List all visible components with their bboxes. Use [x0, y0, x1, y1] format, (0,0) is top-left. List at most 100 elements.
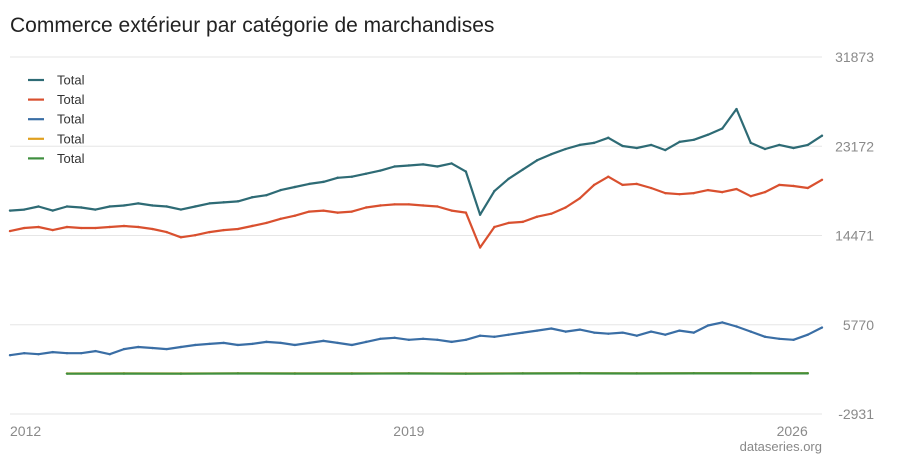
data-point: [792, 146, 795, 150]
data-point: [265, 193, 268, 197]
data-point: [763, 147, 767, 151]
data-point: [293, 214, 297, 217]
data-point: [806, 333, 809, 336]
data-point: [621, 183, 624, 187]
data-point: [521, 220, 525, 224]
data-point: [137, 202, 140, 205]
legend-item: Total: [28, 73, 85, 88]
data-point: [51, 350, 54, 354]
data-point: [293, 343, 297, 347]
data-point: [749, 330, 752, 333]
data-point: [806, 186, 809, 190]
data-point: [137, 225, 140, 229]
legend-label: Total: [57, 92, 85, 107]
data-point: [792, 184, 795, 188]
data-point: [778, 183, 781, 187]
data-point: [336, 176, 339, 179]
data-point: [678, 140, 681, 144]
data-point: [550, 212, 553, 215]
data-point: [735, 325, 738, 328]
data-point: [336, 341, 339, 345]
data-point: [279, 341, 282, 345]
legend-item: Total: [28, 92, 85, 107]
legend-item: Total: [28, 112, 85, 127]
data-point: [37, 352, 40, 356]
data-point: [578, 372, 582, 375]
data-point: [51, 228, 54, 232]
data-point: [236, 343, 240, 347]
x-tick-label: 2012: [10, 423, 41, 439]
data-point: [478, 334, 482, 337]
data-point: [108, 352, 111, 356]
data-point: [678, 329, 681, 332]
data-point: [464, 211, 468, 214]
data-point: [222, 228, 225, 232]
data-point: [293, 372, 297, 375]
chart-title: Commerce extérieur par catégorie de marc…: [10, 14, 495, 37]
data-point: [578, 197, 582, 200]
data-point: [706, 133, 710, 136]
data-point: [778, 337, 781, 341]
data-point: [250, 224, 254, 228]
data-point: [65, 225, 69, 229]
data-point: [8, 229, 12, 233]
data-point: [564, 330, 567, 333]
data-point: [336, 211, 339, 214]
data-point: [692, 331, 695, 334]
data-point: [464, 372, 468, 375]
y-tick-label: 5770: [843, 317, 874, 333]
data-point: [621, 144, 624, 148]
data-point: [464, 338, 468, 342]
y-tick-label: 23172: [835, 138, 874, 154]
legend-label: Total: [57, 112, 85, 127]
data-point: [80, 351, 83, 355]
data-point: [649, 330, 653, 333]
data-point: [607, 175, 610, 178]
data-point: [507, 333, 510, 336]
y-axis-ticks: 31873 23172 14471 5770 -2931: [835, 49, 874, 422]
data-point: [450, 209, 453, 212]
data-point: [607, 332, 610, 335]
data-point: [578, 143, 582, 147]
data-point: [749, 372, 752, 375]
data-point: [664, 333, 667, 336]
data-point: [293, 185, 297, 189]
data-point: [550, 152, 553, 156]
data-point: [94, 349, 97, 353]
data-point: [735, 187, 738, 191]
data-point: [350, 372, 354, 375]
data-point: [778, 143, 781, 147]
data-point: [23, 208, 26, 211]
data-point: [151, 346, 154, 350]
data-point: [23, 226, 26, 230]
data-point: [806, 143, 809, 147]
data-point: [493, 335, 496, 338]
data-point: [550, 327, 553, 330]
data-point: [122, 347, 126, 351]
data-point: [820, 134, 824, 137]
data-point: [379, 204, 382, 207]
data-point: [265, 340, 268, 344]
data-point: [350, 343, 354, 347]
data-point: [535, 159, 539, 162]
legend: Total Total Total Total Total: [28, 73, 85, 166]
y-tick-label: -2931: [838, 406, 874, 422]
data-point: [407, 164, 411, 167]
data-point: [393, 336, 396, 339]
series-line-3: [9, 321, 823, 357]
data-point: [521, 331, 525, 334]
data-point: [706, 188, 710, 192]
data-point: [80, 226, 83, 230]
data-point: [350, 175, 354, 178]
data-point: [364, 206, 368, 209]
data-point: [692, 191, 695, 195]
data-point: [122, 204, 126, 207]
data-point: [692, 138, 695, 142]
data-point: [51, 209, 54, 212]
data-point: [279, 188, 282, 192]
data-point: [165, 347, 168, 351]
data-point: [464, 170, 468, 173]
data-point: [578, 328, 582, 331]
legend-item: Total: [28, 151, 85, 166]
data-point: [37, 225, 40, 229]
